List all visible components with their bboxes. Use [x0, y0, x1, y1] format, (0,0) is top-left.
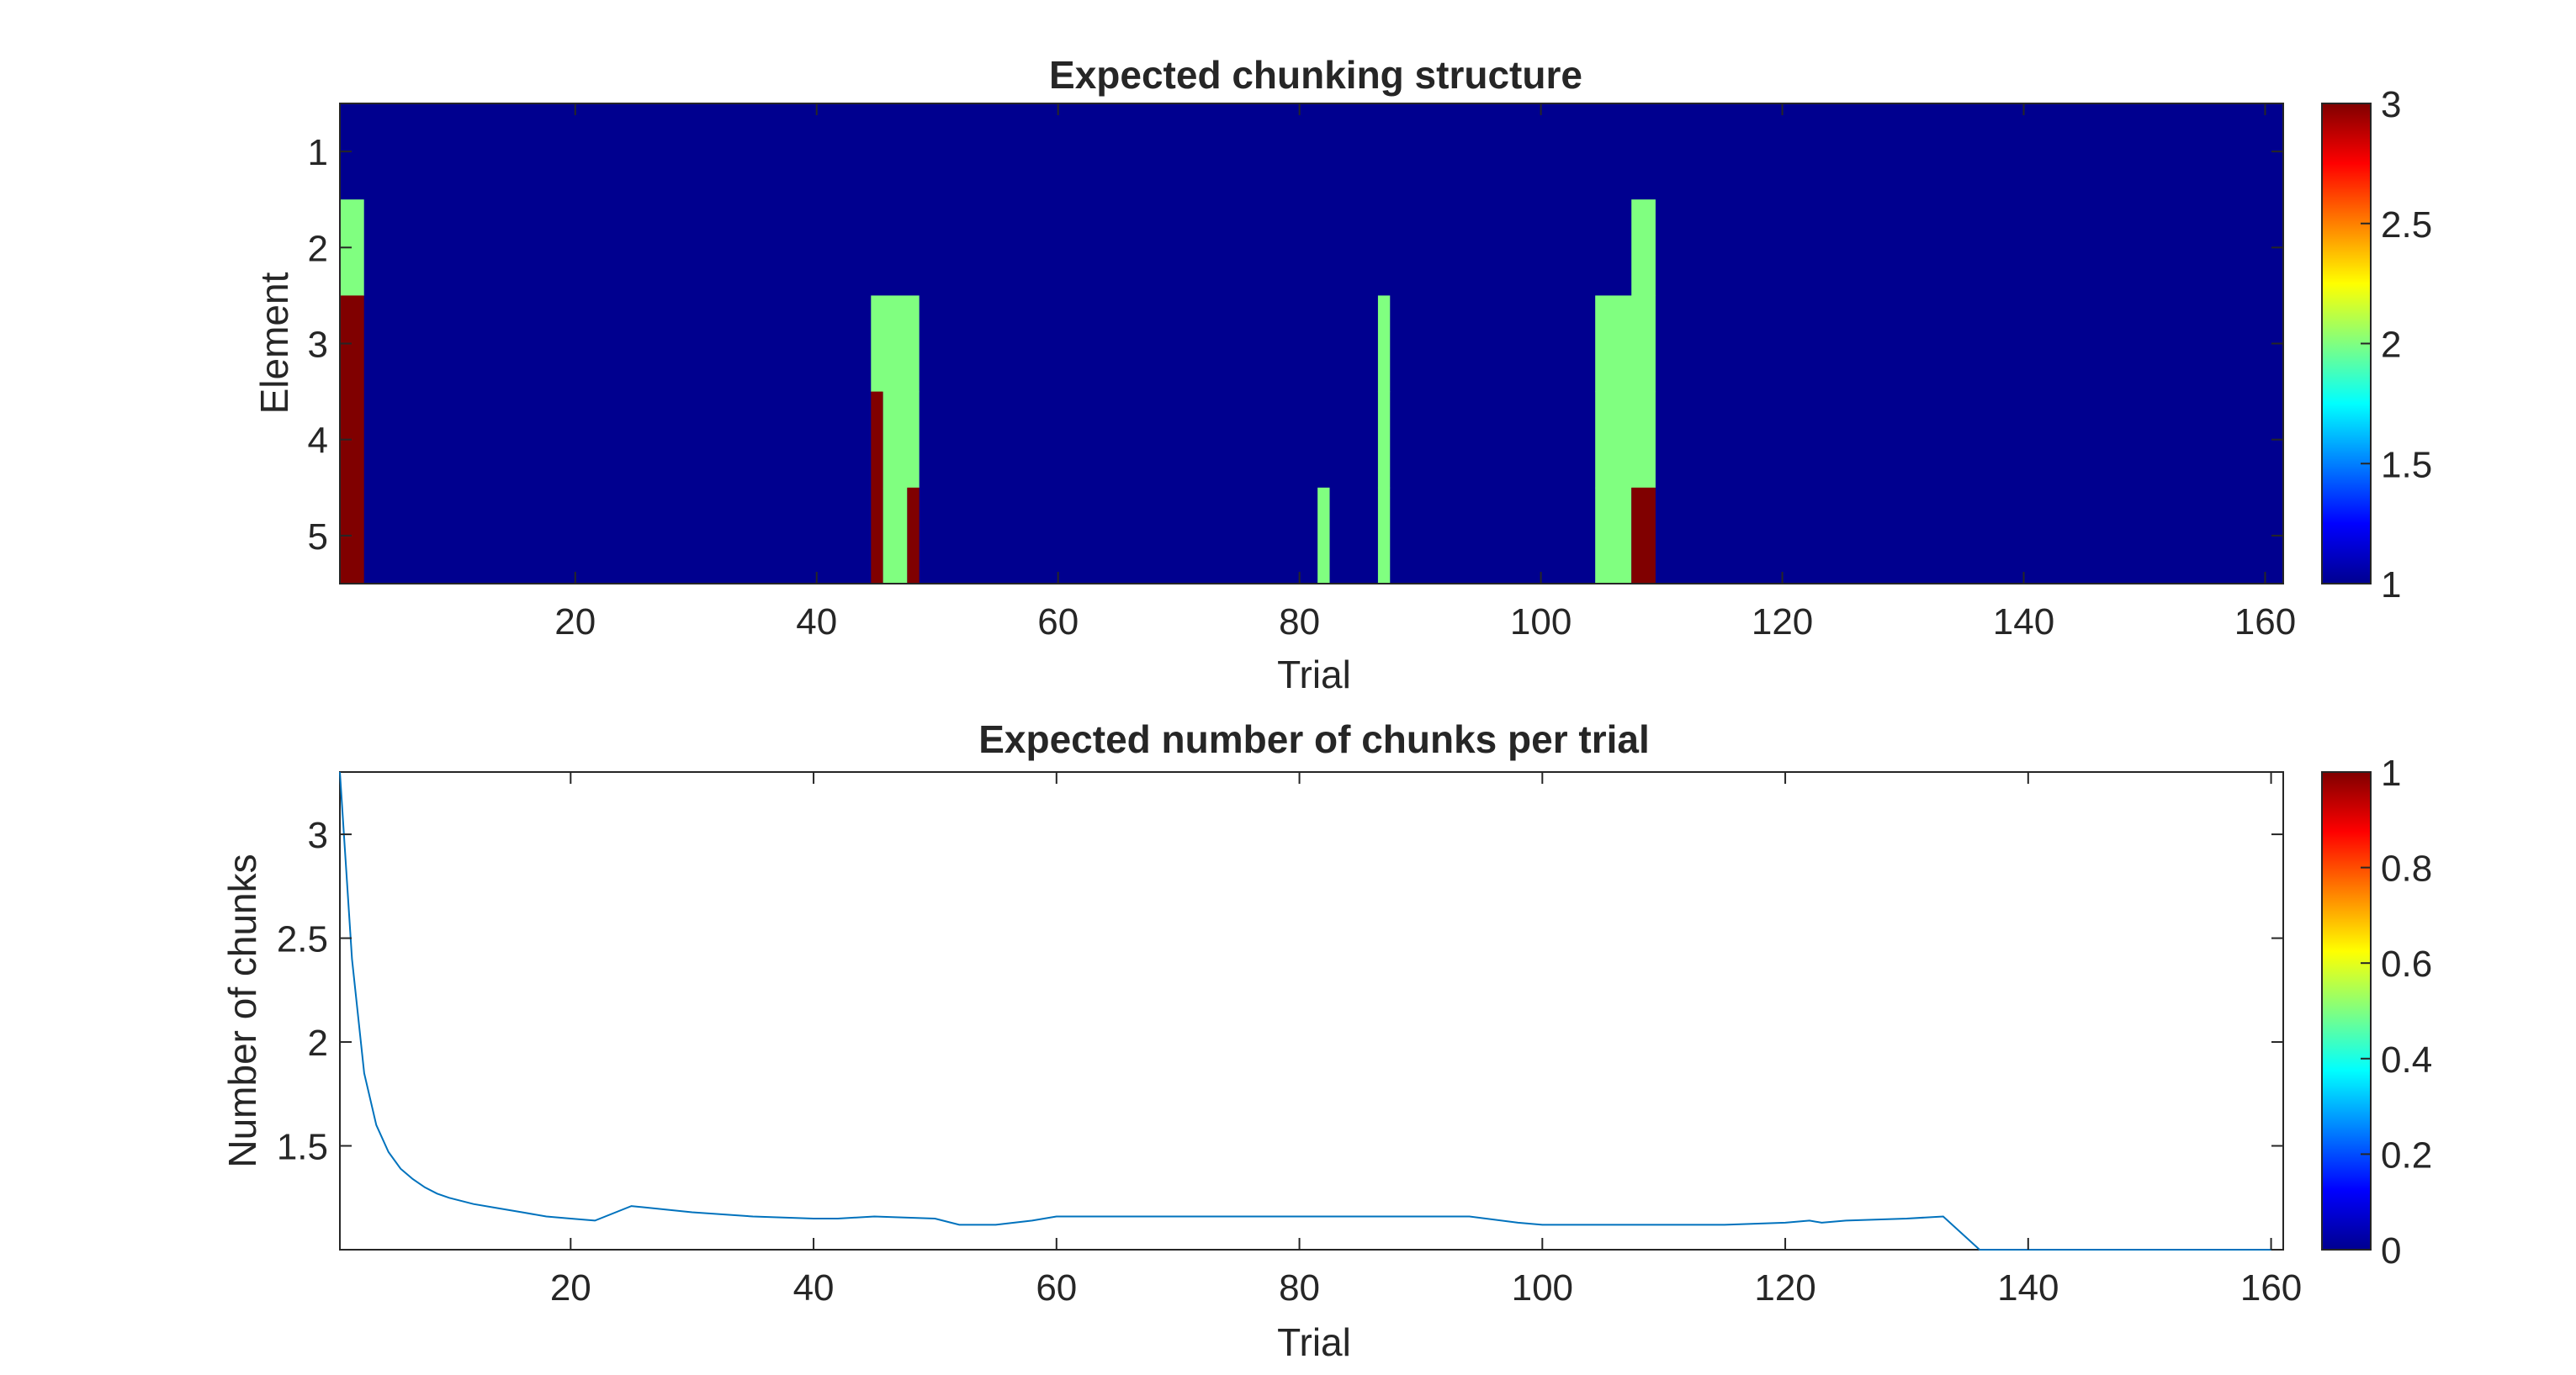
heatmap-y-ticks: 1 2 3 4 5: [308, 132, 2283, 558]
line-colorbar-ticks: 0 0.2 0.4 0.6 0.8 1: [2361, 753, 2432, 1272]
heatmap-cell: [907, 487, 920, 584]
heatmap-x-tick-label: 140: [1993, 601, 2054, 643]
line-y-tick-label: 1.5: [277, 1127, 328, 1168]
line-colorbar: [2322, 772, 2371, 1250]
heatmap-colorbar-tick-label: 1.5: [2381, 444, 2432, 485]
heatmap-colorbar-tick-label: 3: [2381, 84, 2401, 125]
heatmap-cell: [1595, 295, 1656, 393]
heatmap-x-tick-label: 80: [1279, 601, 1320, 643]
heatmap-colorbar-tick-label: 2: [2381, 325, 2401, 366]
heatmap-x-tick-label: 160: [2234, 601, 2296, 643]
line-x-tick-label: 120: [1754, 1267, 1815, 1309]
heatmap-colorbar-tick-label: 1: [2381, 564, 2401, 606]
heatmap-x-ticks: 20 40 60 80 100 120 140 160: [554, 103, 2296, 643]
line-x-tick-label: 80: [1279, 1267, 1320, 1309]
line-y-tick-label: 3: [308, 815, 328, 856]
line-x-tick-label: 140: [1997, 1267, 2059, 1309]
heatmap-colorbar-ticks: 1 1.5 2 2.5 3: [2361, 84, 2432, 606]
line-x-tick-label: 100: [1512, 1267, 1573, 1309]
heatmap-cell: [1377, 487, 1391, 584]
line-colorbar-frame: [2321, 771, 2372, 1251]
line-colorbar-tick-label: 0.6: [2381, 944, 2432, 985]
line-colorbar-tick-label: 1: [2381, 753, 2401, 794]
heatmap-x-tick-label: 60: [1037, 601, 1079, 643]
heatmap-x-tick-label: 20: [554, 601, 596, 643]
heatmap-cell: [871, 295, 920, 393]
heatmap-cell: [1631, 199, 1656, 296]
heatmap-panel: Expected chunking structure 20 40 60 80 100 1…: [252, 53, 2432, 696]
heatmap-cell: [883, 487, 908, 584]
line-colorbar-tick-label: 0.8: [2381, 849, 2432, 890]
heatmap-cell: [1595, 487, 1632, 584]
heatmap-x-tick-label: 120: [1752, 601, 1813, 643]
heatmap-background: [340, 103, 2283, 584]
heatmap-y-tick-label: 5: [308, 516, 328, 558]
line-axes-box: [339, 771, 2284, 1251]
line-x-tick-label: 160: [2240, 1267, 2302, 1309]
heatmap-x-axis-label: Trial: [1277, 653, 1351, 696]
heatmap-cells: [340, 103, 2283, 584]
line-colorbar-tick-label: 0: [2381, 1230, 2401, 1272]
line-x-axis-label: Trial: [1277, 1320, 1351, 1364]
heatmap-cell: [883, 391, 920, 489]
heatmap-y-tick-label: 3: [308, 325, 328, 366]
heatmap-x-tick-label: 100: [1510, 601, 1572, 643]
line-x-tick-label: 40: [793, 1267, 835, 1309]
line-colorbar-tick-label: 0.4: [2381, 1039, 2432, 1081]
heatmap-y-tick-label: 2: [308, 228, 328, 269]
heatmap-cell: [1377, 391, 1391, 489]
line-colorbar-tick-label: 0.2: [2381, 1134, 2432, 1176]
heatmap-cell: [871, 487, 883, 584]
heatmap-cell: [1595, 391, 1656, 489]
heatmap-cell: [1631, 487, 1656, 584]
heatmap-x-tick-label: 40: [796, 601, 837, 643]
line-y-axis-label: Number of chunks: [220, 854, 264, 1167]
line-x-tick-label: 60: [1036, 1267, 1077, 1309]
heatmap-cell: [1377, 295, 1391, 393]
heatmap-y-tick-label: 4: [308, 420, 328, 462]
heatmap-cell: [871, 391, 883, 489]
line-panel: Expected number of chunks per trial 20 40…: [220, 717, 2432, 1364]
line-x-ticks: 20 40 60 80 100 120 140 160: [550, 772, 2302, 1309]
heatmap-cell: [1317, 487, 1330, 584]
line-title: Expected number of chunks per trial: [978, 717, 1650, 761]
line-series: [339, 771, 2271, 1251]
heatmap-title: Expected chunking structure: [1049, 53, 1582, 97]
line-x-tick-label: 20: [550, 1267, 591, 1309]
heatmap-y-axis-label: Element: [252, 272, 296, 414]
heatmap-y-tick-label: 1: [308, 132, 328, 173]
line-y-ticks: 1.5 2 2.5 3: [277, 815, 2283, 1168]
line-y-tick-label: 2.5: [277, 919, 328, 960]
heatmap-colorbar-tick-label: 2.5: [2381, 204, 2432, 246]
line-y-tick-label: 2: [308, 1023, 328, 1064]
